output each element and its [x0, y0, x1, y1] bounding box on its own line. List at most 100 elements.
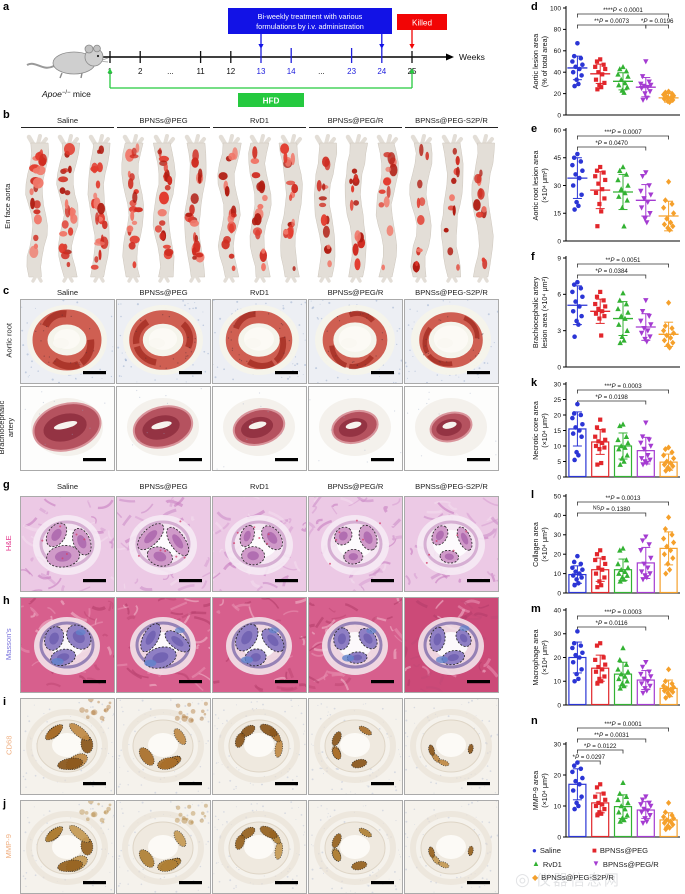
- masson-image: [116, 597, 211, 693]
- he-image: [308, 496, 403, 592]
- cd68-image: [116, 698, 211, 795]
- svg-text:30: 30: [554, 381, 562, 388]
- svg-text:Aortic root lesion area: Aortic root lesion area: [531, 151, 540, 221]
- chart-aortic-lesion-area: d 0 20 40 60 80 100 Aortic lesion area (% of tot…: [528, 2, 685, 122]
- chart-macrophage-area: m 0 10 20 30 40 Macrophage area (×10⁴ μm²) ***P …: [528, 604, 685, 712]
- svg-text:5: 5: [557, 459, 561, 466]
- svg-text:***P = 0.0001: ***P = 0.0001: [604, 721, 642, 728]
- cd68-image: [212, 698, 307, 795]
- he-staining-images: [0, 496, 528, 592]
- svg-text:60: 60: [554, 127, 562, 134]
- svg-text:*P = 0.0116: *P = 0.0116: [596, 620, 629, 627]
- svg-text:40: 40: [554, 607, 562, 614]
- plot-n: 0 10 20 30 MMP-9 area (×10⁴ μm²) ***P = 0.0001…: [531, 721, 680, 841]
- panel-label-a: a: [3, 1, 10, 13]
- svg-text:45: 45: [554, 155, 562, 162]
- legend-label: RvD1: [542, 859, 562, 869]
- svg-text:NSP = 0.1380: NSP = 0.1380: [593, 506, 631, 514]
- cd68-image: [404, 698, 499, 795]
- svg-text:**P = 0.0013: **P = 0.0013: [606, 495, 642, 502]
- legend-item-bpnss-peg: ■ BPNSs@PEG: [592, 846, 648, 855]
- svg-text:*P = 0.0470: *P = 0.0470: [595, 140, 628, 147]
- svg-text:lesion area (×10⁴ μm²): lesion area (×10⁴ μm²): [540, 277, 549, 349]
- svg-text:14: 14: [287, 67, 296, 76]
- svg-text:**P = 0.0051: **P = 0.0051: [606, 257, 642, 264]
- cd68-image: [20, 698, 115, 795]
- svg-text:15: 15: [554, 211, 562, 218]
- mmp9-image: [404, 800, 499, 894]
- mmp9-image: [116, 800, 211, 894]
- circle-marker-icon: ●: [532, 845, 537, 855]
- svg-text:****P < 0.0001: ****P < 0.0001: [603, 7, 643, 14]
- masson-image: [20, 597, 115, 693]
- svg-text:Weeks: Weeks: [459, 52, 485, 62]
- root-image: [116, 299, 211, 384]
- svg-text:*P = 0.0196: *P = 0.0196: [641, 18, 674, 25]
- plot-d: 0 20 40 60 80 100 Aortic lesion area (% of tota…: [531, 5, 680, 119]
- svg-text:Aortic lesion area: Aortic lesion area: [531, 34, 540, 90]
- legend-label: Saline: [539, 846, 561, 855]
- brachiocephalic-artery-images: [0, 386, 528, 471]
- svg-text:0: 0: [557, 238, 561, 245]
- svg-text:50: 50: [554, 493, 562, 500]
- svg-text:10: 10: [554, 803, 562, 810]
- brachio-image: [20, 386, 115, 471]
- svg-text:***P = 0.0003: ***P = 0.0003: [604, 609, 642, 616]
- svg-text:20: 20: [554, 552, 562, 559]
- svg-text:(×10⁴ μm²): (×10⁴ μm²): [540, 413, 549, 448]
- panel-label-c: c: [3, 285, 10, 297]
- mouse-icon: [26, 44, 109, 79]
- svg-text:20: 20: [554, 655, 562, 662]
- svg-text:40: 40: [554, 513, 562, 520]
- group-header: RvD1: [250, 288, 269, 297]
- chart-mmp9-area: n 0 10 20 30 MMP-9 area (×10⁴ μm²) ***P = 0.000…: [528, 716, 685, 844]
- legend-label: BPNSs@PEG: [599, 846, 649, 855]
- svg-text:Brachiocephalic artery: Brachiocephalic artery: [531, 277, 540, 349]
- svg-text:9: 9: [557, 255, 561, 262]
- group-header: BPNSs@PEG/R: [327, 288, 384, 297]
- legend-item-bpnss-peg-s2p-r: ◆ BPNSs@PEG-S2P/R: [532, 873, 614, 882]
- svg-text:30: 30: [554, 532, 562, 539]
- svg-text:25: 25: [554, 397, 562, 404]
- group-header: BPNSs@PEG-S2P/R: [405, 116, 498, 128]
- svg-text:0: 0: [557, 702, 561, 709]
- panel-label-b: b: [3, 109, 10, 121]
- mmp9-ihc-images: [0, 800, 528, 894]
- group-header: Saline: [56, 482, 79, 491]
- svg-text:MMP-9 area: MMP-9 area: [531, 771, 540, 811]
- group-header: BPNSs@PEG-S2P/R: [415, 288, 488, 297]
- svg-text:Necrotic core area: Necrotic core area: [531, 401, 540, 460]
- svg-text:(% of total area): (% of total area): [540, 36, 549, 87]
- svg-text:30: 30: [554, 631, 562, 638]
- chart-collagen-area: l 0 10 20 30 40 50 Collagen area (×10⁴ μm²) **P =…: [528, 490, 685, 600]
- svg-text:*P = 0.0122: *P = 0.0122: [584, 743, 617, 750]
- legend-item-saline: ● Saline: [532, 846, 592, 855]
- svg-text:Apoe−/− mice: Apoe−/− mice: [41, 89, 91, 99]
- masson-staining-images: [0, 597, 528, 693]
- group-header: BPNSs@PEG: [139, 482, 188, 491]
- panel-label-k: k: [531, 377, 538, 389]
- svg-text:13: 13: [257, 67, 266, 76]
- svg-text:20: 20: [554, 91, 562, 98]
- root-image: [404, 299, 499, 384]
- enface-image: [213, 131, 306, 283]
- legend-row: ● Saline ■ BPNSs@PEG: [532, 846, 684, 855]
- legend-row: ◆ BPNSs@PEG-S2P/R: [532, 873, 684, 882]
- svg-text:24: 24: [377, 67, 386, 76]
- svg-text:(×10⁴ μm²): (×10⁴ μm²): [540, 527, 549, 562]
- group-header: BPNSs@PEG/R: [309, 116, 402, 128]
- svg-text:(×10⁴ μm²): (×10⁴ μm²): [540, 773, 549, 808]
- svg-text:11: 11: [196, 67, 205, 76]
- plot-f: 0 3 6 9 Brachiocephalic artery lesion area (×…: [531, 255, 680, 371]
- panel-label-m: m: [531, 603, 541, 615]
- group-header: RvD1: [250, 482, 269, 491]
- svg-text:0: 0: [557, 474, 561, 481]
- enface-image: [117, 131, 210, 283]
- svg-text:*P = 0.0297: *P = 0.0297: [573, 754, 606, 761]
- plot-k: 0 5 10 15 20 25 30 Necrotic core area (×10⁴ μm²)…: [531, 381, 680, 481]
- brachio-image: [212, 386, 307, 471]
- mmp9-image: [212, 800, 307, 894]
- brachio-image: [404, 386, 499, 471]
- chart-brachiocephalic-lesion-area: f 0 3 6 9 Brachiocephalic artery lesion area (…: [528, 252, 685, 374]
- svg-text:30: 30: [554, 183, 562, 190]
